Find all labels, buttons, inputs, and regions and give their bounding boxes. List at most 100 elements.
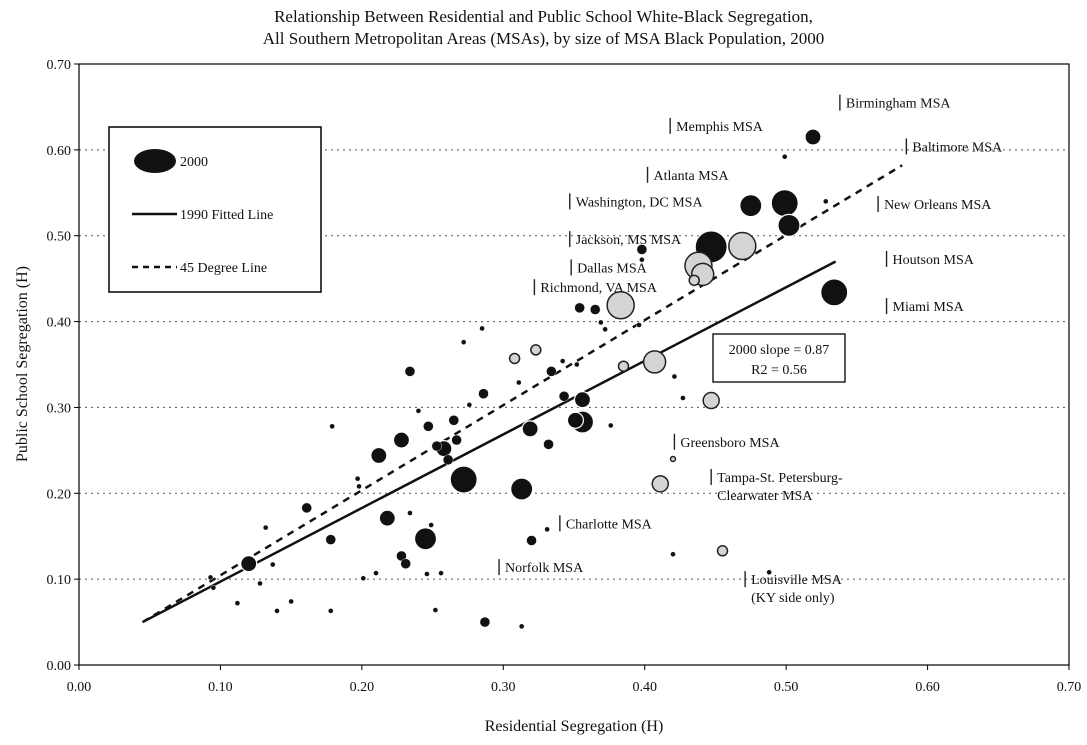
annotation-label: Tampa-St. Petersburg- Clearwater MSA	[717, 471, 843, 504]
data-point	[770, 188, 799, 218]
data-point	[404, 366, 416, 377]
y-tick-label: 0.40	[47, 316, 72, 331]
data-point	[544, 526, 550, 533]
legend-label-45: 45 Degree Line	[180, 261, 267, 276]
data-point	[639, 257, 645, 263]
data-point	[378, 509, 396, 527]
annotation-label: New Orleans MSA	[884, 198, 992, 213]
data-point	[207, 574, 214, 581]
data-point	[370, 446, 388, 465]
data-point	[617, 360, 630, 372]
data-point	[354, 475, 361, 482]
data-point	[516, 379, 522, 386]
data-point	[518, 623, 525, 630]
plot-area-frame	[78, 63, 1070, 666]
data-point	[288, 598, 294, 605]
data-point	[428, 522, 434, 528]
annotation-label-line: Atlanta MSA	[654, 169, 730, 184]
annotation-label: Charlotte MSA	[566, 517, 653, 532]
y-tick-label: 0.20	[47, 487, 72, 502]
data-point	[642, 350, 667, 374]
axis-ticks: 0.00 0.10 0.20 0.30 0.40 0.50 0.60 0.70 0.00 0.10…	[47, 58, 1082, 695]
data-point	[804, 128, 822, 146]
y-tick-label: 0.30	[47, 401, 72, 416]
data-point	[651, 475, 670, 493]
data-point	[590, 304, 601, 315]
data-point	[598, 319, 604, 326]
data-point	[423, 421, 434, 432]
slope-text: 2000 slope = 0.87	[729, 343, 829, 358]
data-point	[373, 570, 379, 576]
data-point	[702, 391, 720, 410]
annotation-label-line: Jackson, MS MSA	[576, 233, 682, 248]
annotation-label: Norfolk MSA	[505, 561, 584, 576]
annotation-label-line: Miami MSA	[893, 300, 965, 315]
data-points	[207, 128, 849, 630]
x-axis-title: Residential Segregation (H)	[485, 718, 664, 735]
data-point	[688, 274, 700, 287]
data-point	[521, 420, 539, 438]
annotation-label-line: Birmingham MSA	[846, 97, 952, 112]
slope-annotation-box	[712, 333, 846, 383]
y-tick-label: 0.10	[47, 573, 72, 588]
data-point	[670, 551, 676, 557]
data-point	[301, 502, 312, 514]
annotation-label-line: Tampa-St. Petersburg-	[717, 471, 843, 486]
data-point	[574, 361, 580, 368]
data-point	[466, 402, 473, 408]
data-point	[415, 408, 422, 414]
annotation-label: Houtson MSA	[893, 253, 975, 268]
y-tick-label: 0.00	[47, 659, 72, 674]
data-point	[240, 555, 258, 573]
data-point	[671, 373, 678, 380]
data-point	[510, 477, 534, 501]
y-tick-label: 0.60	[47, 144, 72, 159]
r2-text: R2 = 0.56	[751, 363, 807, 378]
annotation-label-line: Baltimore MSA	[912, 140, 1003, 155]
data-point	[392, 431, 411, 449]
data-point	[442, 454, 454, 466]
data-point	[823, 198, 829, 205]
data-point	[558, 391, 570, 402]
annotation-label: Louisville MSA (KY side only)	[751, 573, 843, 606]
data-point	[451, 434, 462, 446]
data-point	[479, 616, 491, 628]
data-point	[546, 366, 557, 377]
x-tick-label: 0.20	[350, 680, 375, 695]
data-point	[479, 325, 485, 332]
data-point	[413, 527, 438, 551]
data-point	[438, 570, 444, 576]
data-point	[431, 440, 443, 452]
x-tick-label: 0.40	[632, 680, 657, 695]
chart-title: Relationship Between Residential and Pub…	[274, 7, 813, 26]
annotation-label: Birmingham MSA	[846, 97, 952, 112]
annotation-label-line: Charlotte MSA	[566, 517, 653, 532]
data-point	[606, 291, 635, 320]
y-axis-title: Public School Segregation (H)	[14, 266, 31, 462]
chart-subtitle: All Southern Metropolitan Areas (MSAs), …	[262, 29, 825, 48]
data-point	[526, 535, 537, 546]
x-tick-label: 0.70	[1057, 680, 1082, 695]
data-point	[328, 608, 334, 614]
annotation-label-line: Houtson MSA	[893, 253, 975, 268]
legend-box	[108, 126, 322, 293]
data-point	[636, 244, 648, 255]
data-point	[559, 358, 566, 364]
y-tick-label: 0.70	[47, 58, 72, 73]
annotation-label-line: New Orleans MSA	[884, 198, 992, 213]
data-point	[680, 395, 686, 401]
data-point	[234, 600, 241, 606]
data-point	[669, 455, 677, 463]
annotation-label: Richmond, VA MSA	[540, 281, 657, 296]
data-point	[739, 194, 763, 218]
x-tick-label: 0.30	[491, 680, 516, 695]
reference-lines	[141, 164, 903, 624]
x-tick-label: 0.00	[67, 680, 92, 695]
legend: 2000 1990 Fitted Line 45 Degree Line	[108, 126, 322, 293]
data-point	[508, 352, 521, 365]
annotation-label-line: Dallas MSA	[577, 261, 648, 276]
data-point	[274, 608, 280, 614]
annotation-label: Miami MSA	[893, 300, 965, 315]
data-point	[530, 344, 542, 356]
slope-annotation: 2000 slope = 0.87 R2 = 0.56	[712, 333, 846, 383]
